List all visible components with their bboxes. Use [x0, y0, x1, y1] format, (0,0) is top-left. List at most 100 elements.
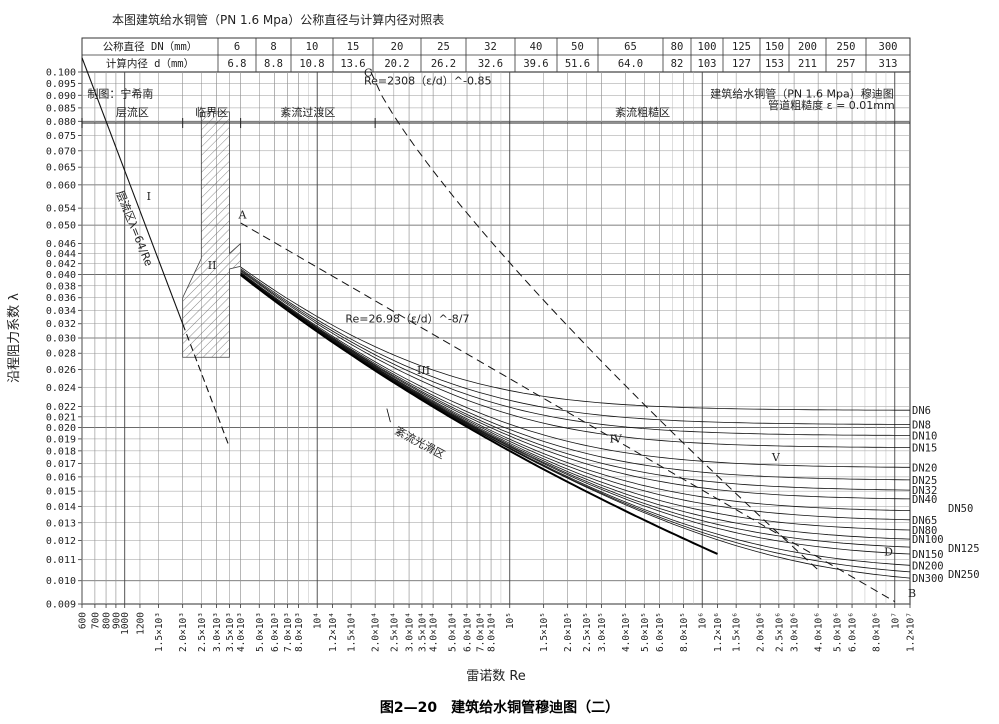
x-tick-label: 5.0×10⁶ [832, 612, 843, 652]
y-tick-label: 0.044 [46, 249, 76, 260]
y-tick-label: 0.050 [46, 221, 76, 232]
series-curve-dn300 [240, 274, 911, 579]
y-tick-label: 0.010 [46, 576, 76, 587]
y-tick-label: 0.046 [46, 239, 76, 250]
zone-label: 紊流粗糙区 [615, 105, 670, 119]
table-cell-d: 153 [765, 58, 784, 70]
x-tick-label: 6.0×10³ [270, 612, 281, 652]
zone-label: 紊流过渡区 [280, 105, 335, 119]
x-tick-label: 6.0×10⁶ [848, 612, 859, 652]
laminar-line [81, 57, 184, 324]
series-label: DN8 [912, 419, 931, 431]
table-cell-dn: 50 [571, 41, 584, 53]
y-tick-label: 0.065 [46, 163, 76, 174]
table-cell-dn: 15 [347, 41, 360, 53]
y-tick-label: 0.028 [46, 349, 76, 360]
x-tick-label: 7.0×10³ [283, 612, 294, 652]
table-cell-dn: 150 [765, 41, 784, 53]
x-tick-label: 2.0×10⁴ [371, 612, 382, 652]
table-cell-dn: 80 [671, 41, 684, 53]
table-cell-dn: 250 [837, 41, 856, 53]
series-label: DN50 [948, 503, 973, 515]
table-row1-label: 公称直径 DN（mm） [103, 40, 198, 53]
zone-label: 层流区 [116, 105, 149, 119]
y-tick-label: 0.038 [46, 281, 76, 292]
y-tick-label: 0.012 [46, 536, 76, 547]
table-cell-dn: 8 [270, 41, 276, 53]
table-cell-dn: 200 [798, 41, 817, 53]
series-curve-dn150 [240, 274, 911, 555]
figure-caption: 图2—20 建筑给水铜管穆迪图（二） [379, 700, 620, 716]
table-cell-dn: 25 [437, 41, 450, 53]
laminar-line-extension [182, 323, 230, 448]
y-tick-label: 0.054 [46, 204, 76, 215]
y-tick-label: 0.070 [46, 146, 76, 157]
chart-labels: 0.009 0.010 0.011 0.012 0.013 0.014 0.015 0.016… [7, 66, 980, 684]
series-label: DN6 [912, 405, 931, 417]
x-tick-label: 10⁵ [505, 612, 516, 629]
series-label: DN125 [948, 543, 980, 555]
x-tick-label: 1000 [120, 612, 131, 635]
table-cell-dn: 65 [624, 41, 637, 53]
y-axis-label: 沿程阻力系数 λ [7, 293, 22, 383]
y-tick-label: 0.013 [46, 518, 76, 529]
region-label: II [208, 259, 217, 272]
series-label: DN10 [912, 430, 937, 442]
x-tick-label: 3.0×10⁵ [597, 612, 608, 652]
boundary-A-label: Re=26.98（ε/d）^-8/7 [345, 312, 469, 325]
y-tick-label: 0.015 [46, 487, 76, 498]
table-cell-dn: 300 [879, 41, 898, 53]
table-cell-d: 20.2 [384, 58, 409, 70]
region-label: V [771, 451, 781, 464]
zone-label: 临界区 [195, 105, 228, 119]
x-tick-label: 5.0×10⁵ [640, 612, 651, 652]
y-tick-label: 0.032 [46, 319, 76, 330]
x-tick-label: 1.2×10⁶ [713, 612, 724, 652]
table-cell-d: 6.8 [228, 58, 247, 70]
boundary-C-line [370, 71, 819, 571]
critical-hatch-region [182, 111, 242, 358]
y-tick-label: 0.026 [46, 365, 76, 376]
x-tick-label: 3.5×10³ [225, 612, 236, 652]
table-cell-dn: 10 [306, 41, 319, 53]
table-row2-label: 计算内径 d（mm） [106, 57, 194, 70]
table-cell-d: 51.6 [565, 58, 590, 70]
x-tick-label: 2.5×10⁴ [389, 612, 400, 652]
y-tick-label: 0.040 [46, 270, 76, 281]
x-tick-label: 3.0×10³ [212, 612, 223, 652]
x-tick-label: 4.0×10⁴ [429, 612, 440, 652]
series-curve-dn200 [240, 274, 911, 566]
x-tick-label: 10⁶ [698, 612, 709, 629]
series-curve-dn80 [240, 273, 911, 531]
series-label: DN20 [912, 462, 937, 474]
smooth-zone-line [239, 274, 718, 555]
x-axis-label: 雷诺数 Re [466, 669, 526, 684]
table-cell-d: 127 [732, 58, 751, 70]
series-label: DN32 [912, 485, 937, 497]
y-tick-label: 0.034 [46, 306, 76, 317]
series-curve-dn6 [240, 266, 910, 411]
x-tick-label: 1.5×10³ [154, 612, 165, 652]
series-curve-dn15 [240, 270, 911, 448]
series-curve-dn20 [240, 271, 910, 468]
series-label: DN300 [912, 573, 944, 585]
x-tick-label: 1200 [135, 612, 146, 635]
series-curve-dn10 [240, 269, 910, 436]
y-tick-label: 0.020 [46, 423, 76, 434]
y-tick-label: 0.021 [46, 412, 76, 423]
x-tick-label: 5.0×10⁴ [447, 612, 458, 652]
point-label: C [364, 66, 372, 79]
x-tick-label: 2.0×10⁶ [756, 612, 767, 652]
table-cell-d: 82 [671, 58, 684, 70]
x-tick-label: 3.0×10⁶ [790, 612, 801, 652]
y-tick-label: 0.036 [46, 293, 76, 304]
series-curve-dn65 [240, 273, 911, 521]
series-curve-dn8 [240, 268, 911, 425]
x-tick-label: 2.5×10⁵ [582, 612, 593, 652]
x-tick-label: 6.0×10⁴ [463, 612, 474, 652]
x-tick-label: 8.0×10⁶ [872, 612, 883, 652]
point-label: A [237, 209, 247, 222]
x-tick-label: 6.0×10⁵ [655, 612, 666, 652]
series-label: DN200 [912, 560, 944, 572]
x-tick-label: 1.2×10⁷ [906, 612, 917, 652]
